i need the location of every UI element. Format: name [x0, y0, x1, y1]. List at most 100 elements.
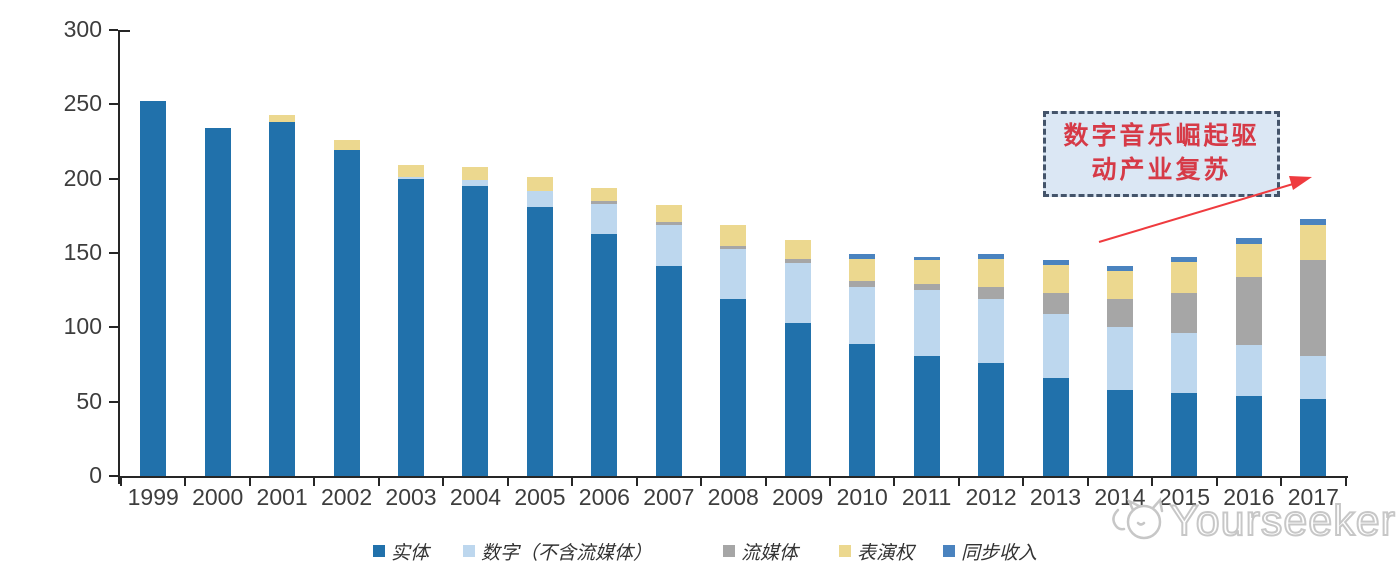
bar-segment-流媒体: [1106, 299, 1133, 328]
x-tick-label: 2012: [965, 484, 1017, 510]
legend-item-同步收入: 同步收入: [943, 540, 1037, 564]
bar-segment-同步收入: [1106, 266, 1133, 271]
bar-segment-流媒体: [720, 245, 747, 249]
bar-segment-表演权: [1106, 270, 1133, 300]
x-tick: [635, 478, 638, 486]
x-tick: [700, 478, 703, 486]
bar-segment-实体: [526, 206, 553, 476]
y-tick-label: 50: [76, 387, 102, 414]
x-tick: [1280, 478, 1283, 486]
bar-segment-数字（不含流媒体）: [849, 287, 876, 344]
bar-segment-表演权: [978, 258, 1005, 288]
x-tick: [893, 478, 896, 486]
x-tick: [1215, 478, 1218, 486]
bar-segment-数字（不含流媒体）: [978, 299, 1005, 363]
bar-segment-实体: [978, 363, 1005, 476]
bar-segment-表演权: [591, 187, 618, 201]
bar-segment-实体: [591, 233, 618, 476]
bar-segment-表演权: [784, 239, 811, 259]
x-tick-label: 2004: [449, 484, 502, 510]
x-tick: [957, 478, 960, 486]
bar-segment-实体: [1235, 395, 1262, 476]
bar-segment-流媒体: [978, 287, 1005, 300]
bar-segment-流媒体: [784, 258, 811, 264]
bar-segment-流媒体: [1300, 260, 1327, 356]
bar-segment-流媒体: [849, 281, 876, 288]
x-tick-label: 2013: [1029, 484, 1082, 510]
bar-segment-表演权: [720, 224, 747, 246]
bar-segment-流媒体: [591, 200, 618, 204]
bar-segment-同步收入: [1171, 257, 1198, 262]
y-tick-label: 0: [89, 462, 102, 488]
bar-segment-表演权: [849, 258, 876, 282]
bar-segment-表演权: [1171, 261, 1198, 294]
bar-segment-表演权: [1042, 264, 1069, 294]
legend-swatch-icon: [373, 545, 385, 557]
cat-logo-icon: [1112, 497, 1164, 540]
bar-segment-数字（不含流媒体）: [398, 177, 425, 179]
bar-segment-表演权: [526, 177, 553, 191]
legend-swatch-icon: [723, 545, 735, 557]
x-tick: [1344, 478, 1347, 486]
annotation-text-line1: 数字音乐崛起驱: [1063, 123, 1260, 150]
bar-segment-实体: [655, 266, 682, 476]
bar-segment-实体: [140, 101, 167, 476]
x-tick-label: 2003: [385, 484, 437, 510]
bar-segment-数字（不含流媒体）: [526, 190, 553, 207]
bar-segment-流媒体: [913, 284, 940, 291]
legend-label: 流媒体: [741, 542, 799, 564]
bar-segment-表演权: [333, 140, 360, 151]
x-tick: [828, 478, 831, 486]
y-tick-label: 300: [63, 16, 102, 42]
bar-segment-同步收入: [1235, 238, 1262, 245]
legend-item-流媒体: 流媒体: [723, 540, 799, 564]
x-tick-label: 2007: [643, 484, 695, 510]
legend-item-实体: 实体: [373, 540, 430, 564]
x-tick: [1151, 478, 1154, 486]
y-axis-line: [118, 30, 120, 484]
legend-label: 表演权: [857, 542, 915, 564]
bar-segment-实体: [1042, 377, 1069, 476]
bar-segment-实体: [849, 343, 876, 476]
x-tick-label: 2006: [578, 484, 630, 510]
bar-segment-数字（不含流媒体）: [655, 224, 682, 267]
bar-segment-实体: [1171, 392, 1198, 476]
bar-segment-实体: [1300, 398, 1327, 476]
bar-segment-同步收入: [1300, 218, 1327, 225]
x-tick: [1086, 478, 1089, 486]
legend-label: 实体: [391, 542, 430, 564]
y-tick-label: 100: [63, 313, 102, 340]
bar-segment-数字（不含流媒体）: [1106, 327, 1133, 390]
x-tick: [571, 478, 574, 486]
bar-segment-表演权: [462, 166, 489, 181]
bar-segment-实体: [720, 299, 747, 476]
bar-segment-同步收入: [978, 254, 1005, 259]
annotation-callout-box: 数字音乐崛起驱 动产业复苏: [1043, 111, 1280, 197]
x-tick-label: 2010: [836, 484, 888, 510]
bar-segment-实体: [784, 322, 811, 476]
bar-segment-流媒体: [1235, 276, 1262, 346]
bar-segment-流媒体: [1171, 293, 1198, 334]
bar-segment-实体: [204, 128, 231, 476]
y-tick: [109, 400, 118, 403]
annotation-text-line2: 动产业复苏: [1091, 157, 1232, 184]
bar-segment-实体: [1106, 389, 1133, 476]
x-axis-line: [118, 476, 1348, 478]
bar-segment-实体: [913, 355, 940, 476]
y-tick: [109, 177, 118, 180]
bar-segment-实体: [462, 186, 489, 476]
legend-item-表演权: 表演权: [839, 540, 915, 564]
x-tick-label: 2017: [1287, 484, 1339, 510]
x-tick: [184, 478, 187, 486]
bar-segment-同步收入: [1042, 260, 1069, 265]
bar-segment-数字（不含流媒体）: [1042, 313, 1069, 378]
bar-segment-数字（不含流媒体）: [462, 180, 489, 187]
bar-segment-流媒体: [655, 221, 682, 225]
bar-segment-数字（不含流媒体）: [591, 203, 618, 234]
x-tick: [248, 478, 251, 486]
x-tick: [377, 478, 380, 486]
x-tick-label: 2001: [256, 484, 308, 510]
bar-segment-同步收入: [913, 257, 940, 261]
x-tick: [313, 478, 316, 486]
